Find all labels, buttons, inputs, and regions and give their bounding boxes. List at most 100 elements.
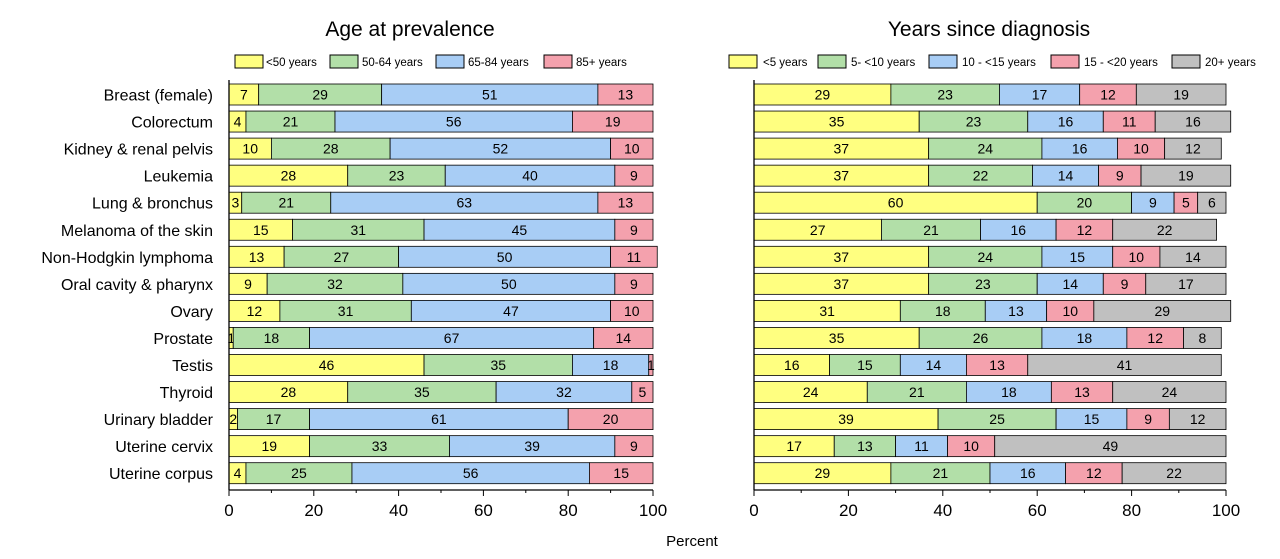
bar-value-label: 9: [630, 276, 638, 292]
bar-value-label: 14: [1058, 168, 1074, 184]
bar-value-label: 37: [834, 168, 850, 184]
bar-value-label: 45: [512, 222, 528, 238]
bar-value-label: 17: [266, 411, 282, 427]
x-tick-label: 0: [224, 501, 233, 520]
category-label: Non-Hodgkin lymphoma: [41, 250, 213, 267]
legend-label: 10 - <15 years: [962, 57, 1036, 69]
category-label: Breast (female): [104, 88, 213, 105]
legend-label: 85+ years: [576, 57, 627, 69]
bar-value-label: 19: [605, 114, 621, 130]
bar-segment: [1112, 381, 1227, 403]
bar-value-label: 29: [815, 87, 831, 103]
bar-value-label: 33: [372, 438, 388, 454]
bar-value-label: 28: [323, 141, 339, 157]
bar-segment: [1168, 408, 1227, 431]
legend-label: 20+ years: [1205, 57, 1256, 69]
bar-value-label: 46: [319, 357, 335, 373]
legend-label: <5 years: [763, 57, 808, 69]
bar-value-label: 11: [1122, 114, 1137, 130]
bar-value-label: 25: [291, 465, 307, 481]
bar-value-label: 37: [834, 141, 850, 157]
legend-swatch: [329, 54, 359, 69]
panel-years-since-diagnosis: Years since diagnosis <5 years 5- <10 year…: [728, 18, 1256, 520]
x-tick-label: 80: [1122, 501, 1141, 520]
bar-value-label: 12: [1185, 141, 1201, 157]
bar-value-label: 12: [1190, 411, 1206, 427]
bar-value-label: 9: [630, 222, 638, 238]
bar-value-label: 17: [786, 438, 802, 454]
bar-segment: [614, 218, 654, 241]
legend-label: 50-64 years: [362, 57, 423, 69]
bar-value-label: 27: [334, 249, 350, 265]
category-label: Leukemia: [144, 169, 213, 186]
legend-swatch: [817, 54, 847, 69]
bar-value-label: 28: [281, 168, 297, 184]
bar-segment: [597, 191, 654, 214]
x-tick-label: 100: [1212, 501, 1240, 520]
bar-segment: [1183, 327, 1222, 349]
bar-value-label: 16: [1020, 465, 1036, 481]
bar-value-label: 1: [227, 330, 235, 346]
bar-value-label: 16: [1185, 114, 1201, 130]
bar-value-label: 10: [624, 141, 640, 157]
x-tick-label: 40: [389, 501, 408, 520]
bar-value-label: 51: [482, 87, 498, 103]
bar-value-label: 8: [1199, 330, 1207, 346]
legend-swatch: [543, 54, 573, 69]
bar-value-label: 9: [630, 168, 638, 184]
bar-value-label: 9: [1116, 168, 1124, 184]
bar-value-label: 5: [639, 384, 647, 400]
bar-value-label: 11: [627, 249, 642, 265]
bar-value-label: 24: [977, 249, 993, 265]
category-label: Thyroid: [160, 385, 213, 402]
bar-value-label: 12: [247, 303, 263, 319]
bar-value-label: 10: [1133, 141, 1149, 157]
bar-value-label: 7: [240, 87, 248, 103]
bar-value-label: 18: [935, 303, 951, 319]
bar-value-label: 19: [1173, 87, 1189, 103]
bar-value-label: 28: [281, 384, 297, 400]
bar-segment: [1027, 354, 1222, 376]
bar-value-label: 56: [446, 114, 462, 130]
legend-swatch: [435, 54, 465, 69]
bar-value-label: 9: [1121, 276, 1129, 292]
bar-value-label: 14: [1062, 276, 1078, 292]
legend-swatch: [234, 54, 264, 69]
bar-value-label: 63: [457, 195, 473, 211]
bar-value-label: 10: [1062, 303, 1078, 319]
x-tick-label: 40: [933, 501, 952, 520]
bar-value-label: 21: [933, 465, 949, 481]
x-tick-label: 60: [1028, 501, 1047, 520]
bar-value-label: 15: [857, 357, 873, 373]
bar-value-label: 24: [977, 141, 993, 157]
bar-value-label: 24: [1162, 384, 1178, 400]
category-label: Melanoma of the skin: [61, 223, 213, 240]
bar-value-label: 17: [1032, 87, 1048, 103]
bar-value-label: 41: [1117, 357, 1133, 373]
category-label: Uterine corpus: [109, 466, 213, 483]
bar-value-label: 29: [1154, 303, 1170, 319]
bar-value-label: 24: [803, 384, 819, 400]
category-label: Colorectum: [131, 115, 213, 132]
bar-value-label: 56: [463, 465, 479, 481]
bar-segment: [614, 435, 654, 458]
bar-segment: [614, 164, 654, 187]
bar-value-label: 22: [1157, 222, 1173, 238]
bar-value-label: 19: [261, 438, 277, 454]
bar-value-label: 15: [1070, 249, 1086, 265]
bar-value-label: 21: [278, 195, 294, 211]
bar-value-label: 15: [613, 465, 629, 481]
bar-segment: [610, 137, 654, 160]
bar-value-label: 13: [989, 357, 1005, 373]
bar-value-label: 37: [834, 249, 850, 265]
bar-value-label: 9: [630, 438, 638, 454]
category-label: Oral cavity & pharynx: [61, 277, 213, 294]
legend-label: 5- <10 years: [851, 57, 915, 69]
bar-value-label: 5: [1182, 195, 1190, 211]
bar-value-label: 11: [914, 438, 929, 454]
bar-value-label: 27: [810, 222, 826, 238]
bar-segment: [1159, 245, 1227, 268]
bar-value-label: 14: [1185, 249, 1201, 265]
bar-value-label: 9: [244, 276, 252, 292]
bar-segment: [567, 408, 654, 431]
